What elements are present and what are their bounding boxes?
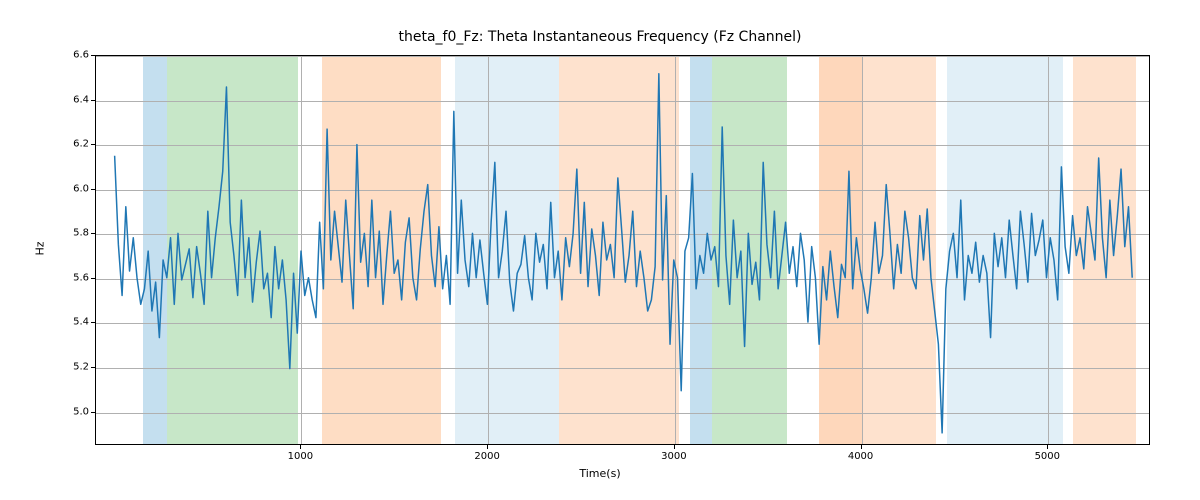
- x-tick-label: 1000: [288, 451, 313, 462]
- y-tick-label: 5.6: [61, 272, 89, 283]
- y-tick-mark: [91, 100, 95, 101]
- y-tick-label: 5.4: [61, 317, 89, 328]
- x-tick-mark: [1047, 445, 1048, 449]
- x-tick-label: 3000: [661, 451, 686, 462]
- chart-title: theta_f0_Fz: Theta Instantaneous Frequen…: [0, 29, 1200, 45]
- y-tick-mark: [91, 367, 95, 368]
- y-tick-mark: [91, 322, 95, 323]
- y-tick-mark: [91, 278, 95, 279]
- y-tick-label: 6.2: [61, 139, 89, 150]
- y-tick-mark: [91, 189, 95, 190]
- x-tick-label: 4000: [848, 451, 873, 462]
- x-tick-mark: [487, 445, 488, 449]
- y-tick-label: 5.8: [61, 228, 89, 239]
- y-tick-label: 6.6: [61, 50, 89, 61]
- y-tick-label: 6.4: [61, 94, 89, 105]
- data-line: [115, 74, 1133, 433]
- y-tick-label: 5.0: [61, 406, 89, 417]
- y-tick-mark: [91, 55, 95, 56]
- y-tick-mark: [91, 412, 95, 413]
- figure: theta_f0_Fz: Theta Instantaneous Frequen…: [0, 0, 1200, 500]
- x-axis-label: Time(s): [0, 467, 1200, 480]
- x-tick-label: 5000: [1035, 451, 1060, 462]
- x-tick-label: 2000: [474, 451, 499, 462]
- x-tick-mark: [674, 445, 675, 449]
- y-tick-label: 6.0: [61, 183, 89, 194]
- y-tick-mark: [91, 144, 95, 145]
- plot-area: [96, 56, 1149, 444]
- y-tick-mark: [91, 233, 95, 234]
- x-tick-mark: [300, 445, 301, 449]
- y-tick-label: 5.2: [61, 362, 89, 373]
- line-series: [96, 56, 1149, 444]
- x-tick-mark: [861, 445, 862, 449]
- axes: [95, 55, 1150, 445]
- y-axis-label: Hz: [34, 241, 47, 255]
